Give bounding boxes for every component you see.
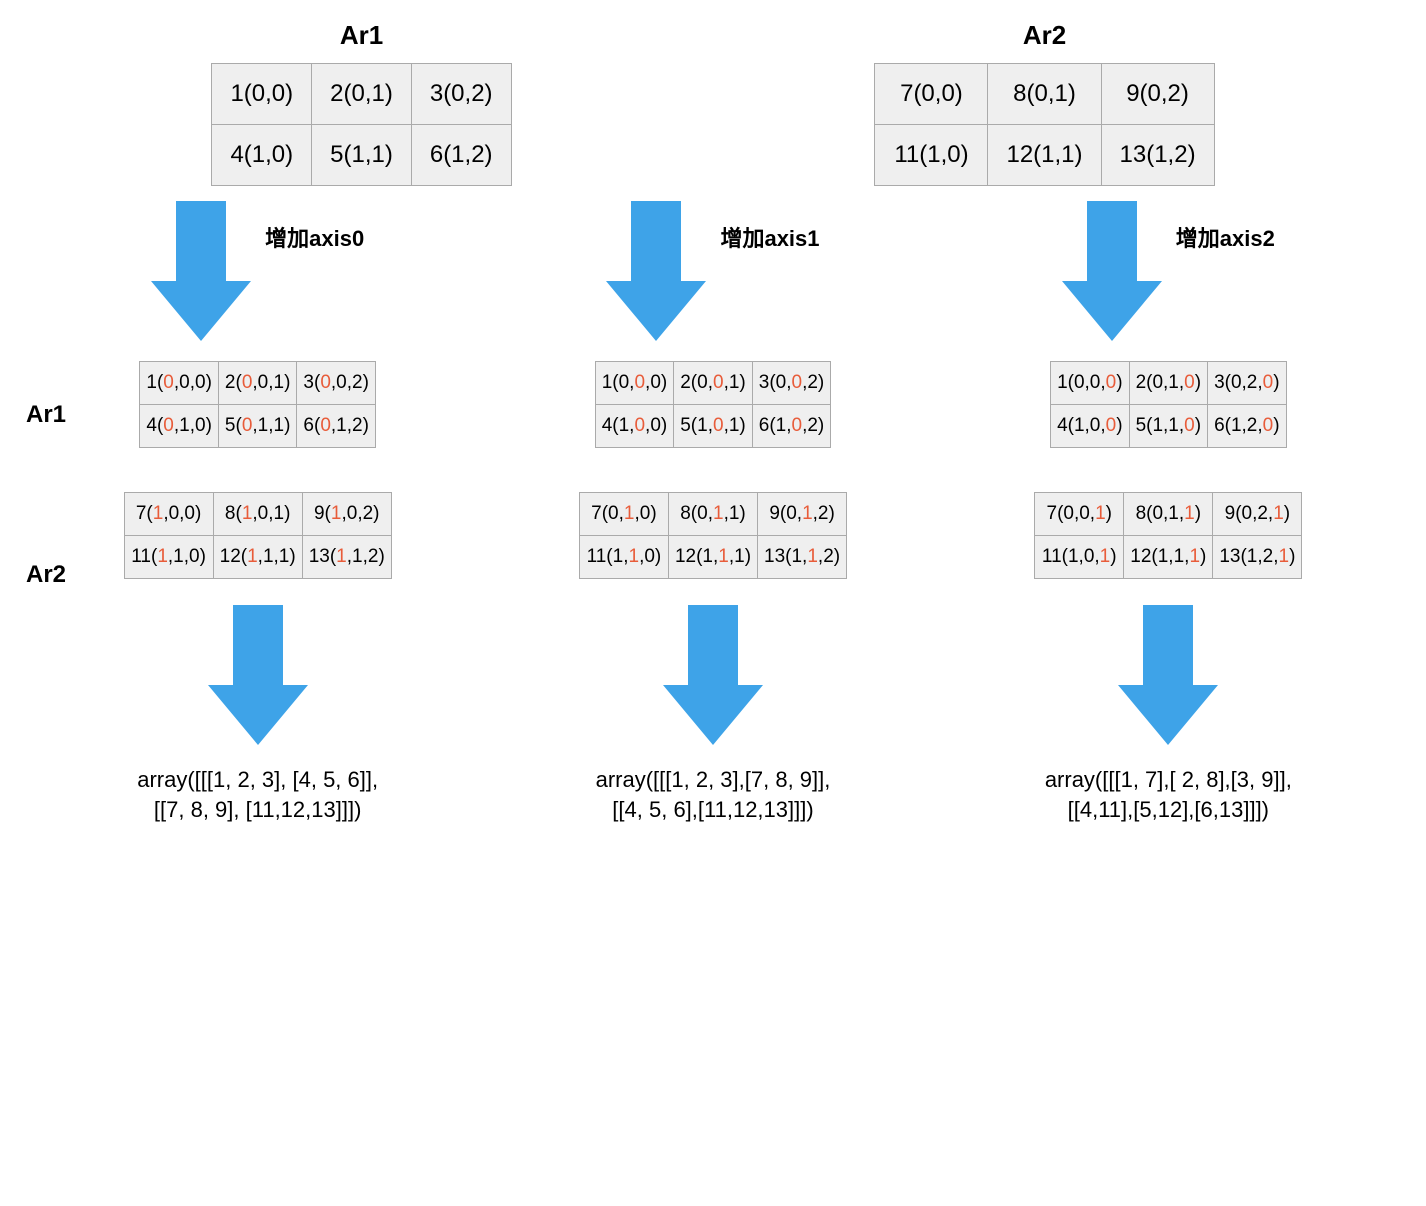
ar2-block: Ar2 7(0,0)8(0,1)9(0,2) 11(1,0)12(1,1)13(1… <box>874 20 1214 186</box>
table-cell: 9(1,0,2) <box>303 493 391 535</box>
table-cell: 12(1,1,1) <box>669 536 757 578</box>
results-row: array([[[1, 2, 3], [4, 5, 6]], [[7, 8, 9… <box>30 765 1396 824</box>
mid-col-axis2: 1(0,0,0)2(0,1,0)3(0,2,0) 4(1,0,0)5(1,1,0)… <box>943 361 1394 579</box>
table-cell: 4(1,0) <box>212 125 311 185</box>
result-arrow-2 <box>943 605 1394 745</box>
table-cell: 11(1,1,0) <box>125 536 213 578</box>
table-cell: 3(0,2,0) <box>1208 362 1286 404</box>
table-cell: 3(0,0,2) <box>753 362 831 404</box>
table-cell: 11(1,0) <box>875 125 987 185</box>
top-grids-row: Ar1 1(0,0)2(0,1)3(0,2) 4(1,0)5(1,1)6(1,2)… <box>30 20 1396 186</box>
arrow-axis1-block: 增加axis1 <box>488 201 939 341</box>
table-cell: 6(1,2,0) <box>1208 405 1286 447</box>
down-arrow-icon <box>1062 201 1162 341</box>
ar2-title: Ar2 <box>1023 20 1066 51</box>
table-cell: 5(0,1,1) <box>219 405 297 447</box>
table-cell: 8(0,1,1) <box>1124 493 1212 535</box>
table-cell: 12(1,1,1) <box>214 536 302 578</box>
table-cell: 8(0,1) <box>988 64 1100 124</box>
axis-arrows-row: 增加axis0 增加axis1 增加axis2 <box>30 201 1396 341</box>
table-cell: 9(0,1,2) <box>758 493 846 535</box>
result-line: [[4,11],[5,12],[6,13]]]) <box>943 795 1394 825</box>
table-cell: 4(1,0,0) <box>1051 405 1129 447</box>
table-cell: 13(1,1,2) <box>303 536 391 578</box>
result-arrows-row <box>30 605 1396 745</box>
table-cell: 13(1,2) <box>1102 125 1214 185</box>
side-label-ar2: Ar2 <box>26 561 66 589</box>
table-cell: 8(1,0,1) <box>214 493 302 535</box>
result-line: [[7, 8, 9], [11,12,13]]]) <box>32 795 483 825</box>
table-cell: 2(0,0,1) <box>674 362 752 404</box>
table-cell: 7(0,0,1) <box>1035 493 1123 535</box>
table-cell: 3(0,2) <box>412 64 511 124</box>
table-cell: 13(1,2,1) <box>1213 536 1301 578</box>
ar1-block: Ar1 1(0,0)2(0,1)3(0,2) 4(1,0)5(1,1)6(1,2) <box>211 20 511 186</box>
result-line: [[4, 5, 6],[11,12,13]]]) <box>488 795 939 825</box>
axis2-ar1-grid: 1(0,0,0)2(0,1,0)3(0,2,0) 4(1,0,0)5(1,1,0)… <box>1050 361 1287 448</box>
table-cell: 3(0,0,2) <box>297 362 375 404</box>
arrow-axis2-block: 增加axis2 <box>943 201 1394 341</box>
table-cell: 1(0,0) <box>212 64 311 124</box>
table-cell: 12(1,1) <box>988 125 1100 185</box>
table-cell: 6(0,1,2) <box>297 405 375 447</box>
arrow-axis2-label: 增加axis2 <box>1176 221 1275 253</box>
table-cell: 2(0,1) <box>312 64 411 124</box>
table-cell: 7(0,1,0) <box>580 493 668 535</box>
table-cell: 1(0,0,0) <box>140 362 218 404</box>
table-cell: 6(1,0,2) <box>753 405 831 447</box>
result-axis2: array([[[1, 7],[ 2, 8],[3, 9]], [[4,11],… <box>943 765 1394 824</box>
table-cell: 12(1,1,1) <box>1124 536 1212 578</box>
result-axis1: array([[[1, 2, 3],[7, 8, 9]], [[4, 5, 6]… <box>488 765 939 824</box>
table-cell: 1(0,0,0) <box>1051 362 1129 404</box>
ar1-grid: 1(0,0)2(0,1)3(0,2) 4(1,0)5(1,1)6(1,2) <box>211 63 511 186</box>
table-cell: 5(1,1) <box>312 125 411 185</box>
axis1-ar2-grid: 7(0,1,0)8(0,1,1)9(0,1,2) 11(1,1,0)12(1,1,… <box>579 492 847 579</box>
table-cell: 11(1,1,0) <box>580 536 668 578</box>
table-cell: 6(1,2) <box>412 125 511 185</box>
down-arrow-icon <box>606 201 706 341</box>
table-cell: 2(0,0,1) <box>219 362 297 404</box>
mid-col-axis1: 1(0,0,0)2(0,0,1)3(0,0,2) 4(1,0,0)5(1,0,1)… <box>488 361 939 579</box>
axis0-ar2-grid: 7(1,0,0)8(1,0,1)9(1,0,2) 11(1,1,0)12(1,1,… <box>124 492 392 579</box>
axis2-ar2-grid: 7(0,0,1)8(0,1,1)9(0,2,1) 11(1,0,1)12(1,1,… <box>1034 492 1302 579</box>
result-line: array([[[1, 2, 3], [4, 5, 6]], <box>32 765 483 795</box>
axis1-ar1-grid: 1(0,0,0)2(0,0,1)3(0,0,2) 4(1,0,0)5(1,0,1)… <box>595 361 832 448</box>
down-arrow-icon <box>663 605 763 745</box>
table-cell: 5(1,1,0) <box>1130 405 1208 447</box>
mid-col-axis0: 1(0,0,0)2(0,0,1)3(0,0,2) 4(0,1,0)5(0,1,1)… <box>32 361 483 579</box>
table-cell: 1(0,0,0) <box>596 362 674 404</box>
table-cell: 8(0,1,1) <box>669 493 757 535</box>
side-label-ar1: Ar1 <box>26 401 66 429</box>
arrow-axis0-block: 增加axis0 <box>32 201 483 341</box>
arrow-axis0-label: 增加axis0 <box>265 221 364 253</box>
table-cell: 9(0,2,1) <box>1213 493 1301 535</box>
result-line: array([[[1, 7],[ 2, 8],[3, 9]], <box>943 765 1394 795</box>
down-arrow-icon <box>151 201 251 341</box>
axis0-ar1-grid: 1(0,0,0)2(0,0,1)3(0,0,2) 4(0,1,0)5(0,1,1)… <box>139 361 376 448</box>
table-cell: 4(0,1,0) <box>140 405 218 447</box>
table-cell: 9(0,2) <box>1102 64 1214 124</box>
arrow-axis1-label: 增加axis1 <box>720 221 819 253</box>
table-cell: 13(1,1,2) <box>758 536 846 578</box>
result-axis0: array([[[1, 2, 3], [4, 5, 6]], [[7, 8, 9… <box>32 765 483 824</box>
table-cell: 4(1,0,0) <box>596 405 674 447</box>
table-cell: 2(0,1,0) <box>1130 362 1208 404</box>
ar2-grid: 7(0,0)8(0,1)9(0,2) 11(1,0)12(1,1)13(1,2) <box>874 63 1214 186</box>
result-line: array([[[1, 2, 3],[7, 8, 9]], <box>488 765 939 795</box>
ar1-title: Ar1 <box>340 20 383 51</box>
table-cell: 5(1,0,1) <box>674 405 752 447</box>
table-cell: 7(0,0) <box>875 64 987 124</box>
table-cell: 11(1,0,1) <box>1035 536 1123 578</box>
mid-grids-row: Ar1 Ar2 1(0,0,0)2(0,0,1)3(0,0,2)4(0,1,0)… <box>30 361 1396 579</box>
down-arrow-icon <box>208 605 308 745</box>
table-cell: 7(1,0,0) <box>125 493 213 535</box>
result-arrow-0 <box>32 605 483 745</box>
down-arrow-icon <box>1118 605 1218 745</box>
result-arrow-1 <box>488 605 939 745</box>
